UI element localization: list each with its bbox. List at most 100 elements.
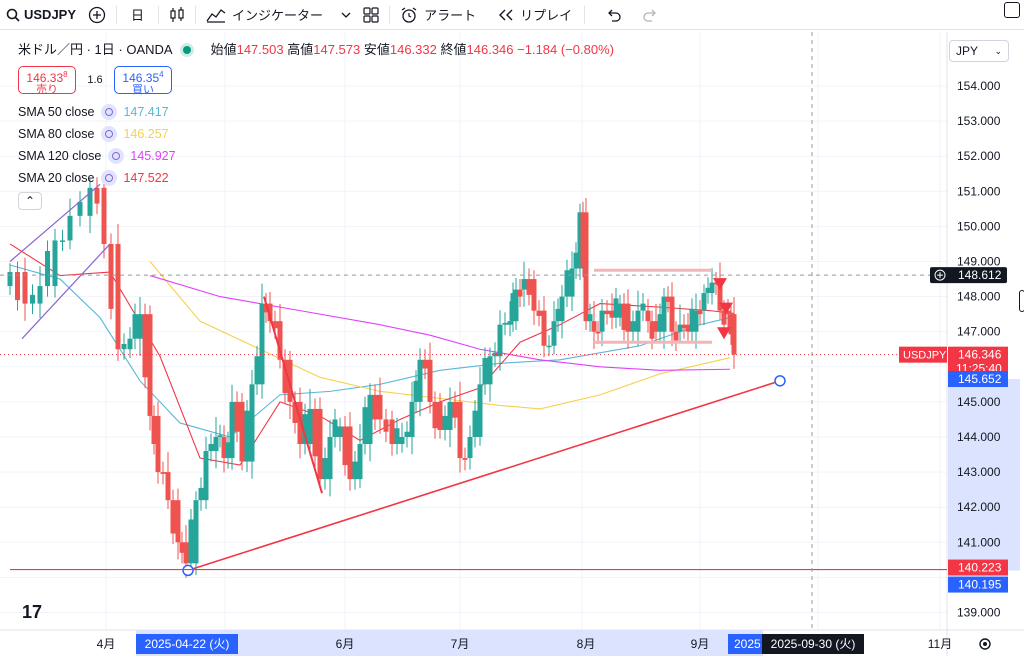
legend-title[interactable]: 米ドル／円 · 1日 · OANDA (18, 42, 173, 57)
candle-body (649, 321, 655, 339)
candle-body (249, 384, 255, 462)
compare-button[interactable] (82, 0, 112, 30)
candle-body (165, 472, 171, 501)
scroll-handle[interactable] (1019, 290, 1024, 312)
last-price: 146.346 (958, 348, 1002, 362)
chart-type-button[interactable] (163, 0, 191, 30)
candle-body (437, 401, 443, 430)
candle-body (409, 401, 415, 437)
settings-icon[interactable] (108, 148, 125, 164)
candles (7, 173, 737, 578)
candle-body (510, 293, 516, 322)
candle-body (229, 401, 235, 459)
low-value: 146.332 (389, 42, 437, 57)
indicator-sma20[interactable]: SMA 20 close 147.522 (18, 170, 169, 186)
symbol-name: USDJPY (24, 7, 77, 22)
candle-body (155, 415, 161, 473)
interval-button[interactable]: 日 (121, 0, 154, 30)
candle-body (417, 359, 423, 402)
candle-body (617, 303, 623, 318)
sell-price: 146.33 (26, 71, 64, 85)
price-axis[interactable]: 154.000 153.000 152.000 151.000 150.000 149.0… (899, 79, 1008, 620)
candle-body (67, 215, 73, 241)
candle-body (327, 437, 333, 480)
collapse-legend-button[interactable]: ⌃ (18, 192, 42, 210)
candle-body (526, 279, 532, 295)
candle-body (142, 314, 148, 378)
candle-body (413, 380, 419, 402)
arrow-down-marker (713, 278, 727, 291)
price-range-highlight (948, 379, 1020, 571)
indicator-sma50[interactable]: SMA 50 close 147.417 (18, 104, 169, 120)
candle-body (621, 303, 627, 330)
settings-icon[interactable] (101, 126, 118, 142)
fullscreen-icon[interactable] (1004, 2, 1020, 18)
candle-body (482, 358, 488, 385)
settings-icon[interactable] (101, 170, 118, 186)
candle-body (132, 314, 138, 339)
sma120-line (149, 275, 731, 371)
layouts-button[interactable] (357, 0, 385, 30)
candle-body (701, 293, 707, 311)
candle-body (580, 212, 586, 267)
candle-body (502, 322, 508, 325)
drawings[interactable] (0, 32, 947, 630)
candle-body (254, 356, 260, 385)
candle-body (137, 314, 143, 339)
high-label: 高値 (287, 42, 314, 57)
price-tick-label: 149.000 (957, 255, 1001, 269)
candle-body (317, 408, 323, 480)
candle-body (709, 282, 715, 294)
candle-body (22, 272, 28, 304)
alert-button[interactable]: アラート (394, 0, 482, 30)
candle-body (661, 296, 667, 332)
indicator-sma80[interactable]: SMA 80 close 146.257 (18, 126, 169, 142)
range-fills (136, 379, 1020, 656)
price-tick-label: 150.000 (957, 219, 1001, 233)
time-axis[interactable]: 4月 6月 7月 8月 9月 11月 17 (22, 602, 991, 651)
candle-body (555, 308, 561, 322)
last-symbol-bg (899, 346, 947, 363)
indicators-button[interactable]: インジケーター (200, 0, 357, 30)
crosshair-price-bg (930, 267, 1007, 284)
candle-body (87, 187, 93, 216)
candle-body (653, 321, 659, 332)
candle-body (477, 384, 483, 437)
currency-select[interactable]: JPY ⌄ (949, 40, 1009, 62)
candle-body (630, 321, 636, 332)
low-label: 安値 (363, 42, 390, 57)
price-tick-label: 152.000 (957, 149, 1001, 163)
symbol-search[interactable]: USDJPY (0, 0, 82, 30)
indicator-value: 147.417 (123, 105, 169, 119)
candle-body (640, 303, 646, 311)
redo-button[interactable] (637, 0, 665, 30)
candle-body (337, 426, 343, 437)
indicator-sma120[interactable]: SMA 120 close 145.927 (18, 148, 176, 164)
ohlc-values: 始値147.503 高値147.573 安値146.332 終値146.346 … (211, 42, 614, 58)
candle-body (367, 394, 373, 445)
candle-body (60, 240, 65, 242)
candle-body (665, 296, 671, 302)
candle-body (127, 338, 133, 350)
buy-button[interactable]: 146.354 買い (114, 66, 172, 96)
candle-body (292, 401, 298, 423)
replay-button[interactable]: リプレイ (492, 0, 578, 30)
candle-body (559, 296, 565, 322)
candle-body (595, 331, 601, 334)
indicator-label: SMA 50 close (18, 105, 95, 119)
candle-body (357, 444, 363, 480)
candle-body (609, 310, 615, 318)
sell-button[interactable]: 146.338 売り (18, 66, 76, 96)
candle-body (37, 286, 43, 304)
settings-icon[interactable] (101, 104, 118, 120)
candle-body (221, 437, 227, 459)
high-value: 147.573 (313, 42, 361, 57)
candle-body (394, 428, 400, 445)
undo-button[interactable] (599, 0, 627, 30)
settings-icon-center (983, 642, 987, 646)
price-tick-label: 144.000 (957, 430, 1001, 444)
time-tick-label: 8月 (577, 637, 596, 651)
candle-body (721, 310, 727, 325)
candle-body (705, 287, 711, 294)
